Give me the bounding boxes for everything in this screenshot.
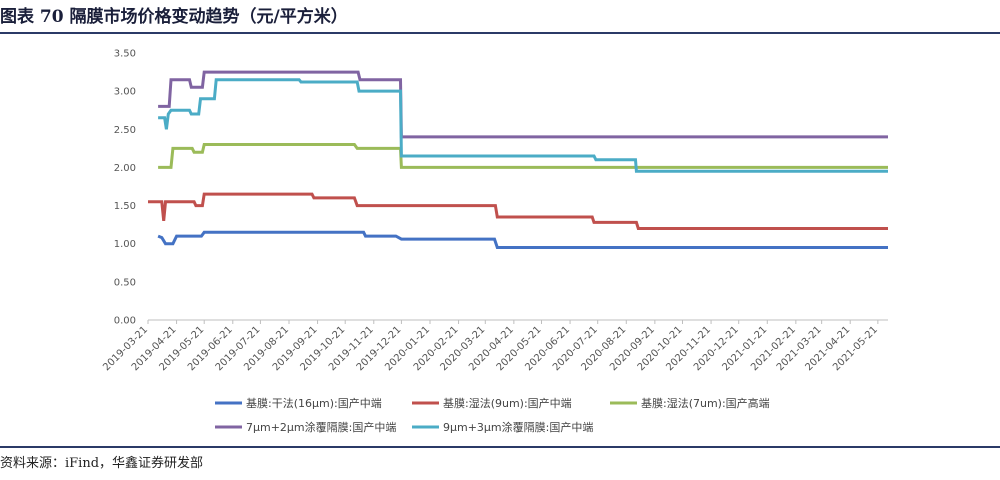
series-lines — [148, 70, 888, 249]
y-tick-label: 0.50 — [114, 277, 136, 288]
legend: 基膜:干法(16μm):国产中端 基膜:湿法(9um):国产中端 基膜:湿法(7um… — [215, 396, 770, 434]
x-axis: 2019-03-212019-04-212019-05-212019-06-21… — [101, 319, 888, 373]
line-chart: 0.00 0.50 1.00 1.50 2.00 2.50 3.00 3.50 2019-03… — [101, 49, 888, 434]
footer-divider — [0, 446, 1000, 448]
series-line-2 — [148, 192, 888, 230]
y-tick-label: 2.50 — [114, 125, 136, 136]
y-tick-label: 2.00 — [114, 163, 136, 174]
y-tick-label: 3.50 — [114, 49, 136, 60]
series-line-5 — [158, 78, 888, 173]
y-axis: 0.00 0.50 1.00 1.50 2.00 2.50 3.00 3.50 — [114, 49, 136, 327]
series-line-4 — [158, 70, 888, 139]
y-tick-label: 1.00 — [114, 239, 136, 250]
title-divider — [0, 32, 1000, 34]
legend-label: 基膜:湿法(9um):国产中端 — [443, 396, 572, 410]
series-line-1 — [157, 230, 888, 249]
legend-label: 9μm+3μm涂覆隔膜:国产中端 — [443, 420, 593, 434]
legend-label: 基膜:干法(16μm):国产中端 — [246, 396, 382, 410]
page-title: 图表 70 隔膜市场价格变动趋势（元/平方米） — [0, 7, 348, 27]
y-tick-label: 1.50 — [114, 201, 136, 212]
y-tick-label: 3.00 — [114, 87, 136, 98]
y-tick-label: 0.00 — [114, 316, 136, 327]
legend-label: 7μm+2μm涂覆隔膜:国产中端 — [246, 420, 396, 434]
source-note: 资料来源：iFind，华鑫证券研发部 — [0, 456, 204, 471]
legend-label: 基膜:湿法(7um):国产高端 — [641, 396, 770, 410]
